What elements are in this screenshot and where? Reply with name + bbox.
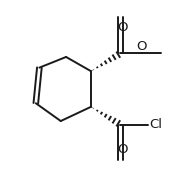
Text: O: O bbox=[117, 21, 127, 34]
Text: Cl: Cl bbox=[149, 118, 162, 131]
Text: O: O bbox=[136, 40, 147, 53]
Text: O: O bbox=[117, 143, 127, 156]
